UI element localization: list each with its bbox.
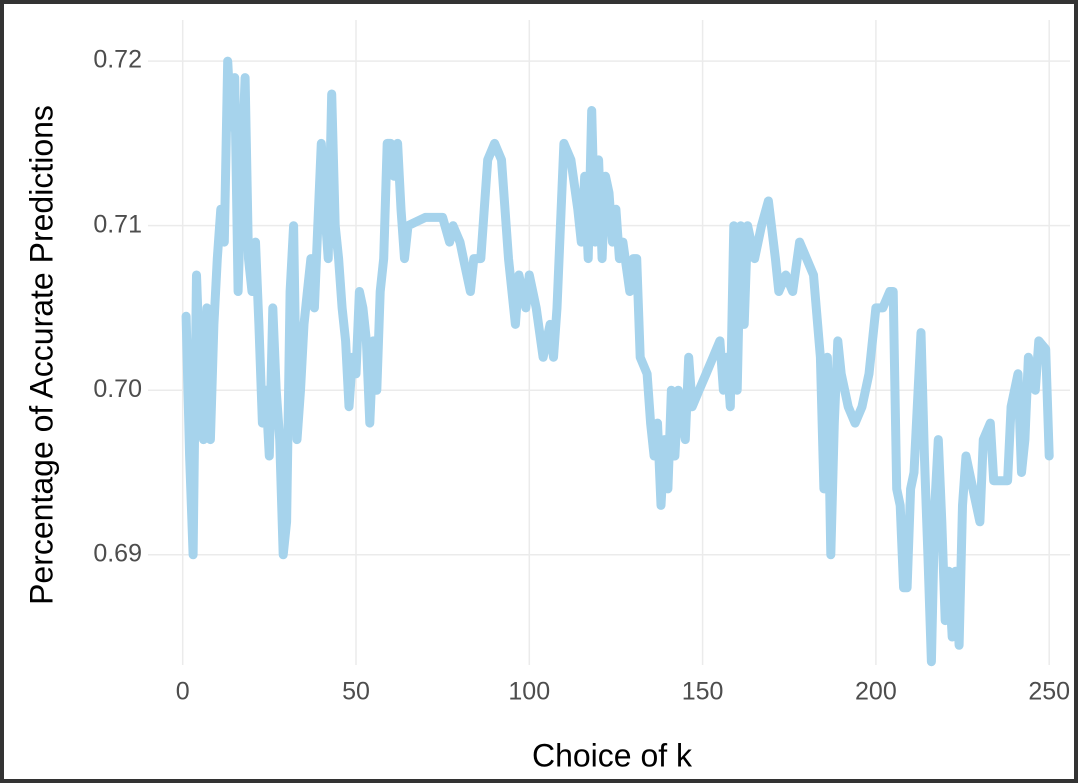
y-axis-title: Percentage of Accurate Predictions — [23, 105, 59, 605]
y-tick-label: 0.71 — [93, 210, 142, 238]
x-tick-label: 200 — [855, 678, 897, 706]
x-tick-label: 0 — [176, 678, 190, 706]
x-tick-label: 100 — [508, 678, 550, 706]
line — [181, 56, 1054, 667]
y-tick-label: 0.70 — [93, 375, 142, 403]
x-tick-label: 150 — [682, 678, 724, 706]
x-tick-label: 50 — [342, 678, 370, 706]
y-tick-label: 0.72 — [93, 46, 142, 74]
y-tick-label: 0.69 — [93, 539, 142, 567]
x-axis-title: Choice of k — [532, 737, 693, 773]
x-tick-label: 250 — [1028, 678, 1070, 706]
